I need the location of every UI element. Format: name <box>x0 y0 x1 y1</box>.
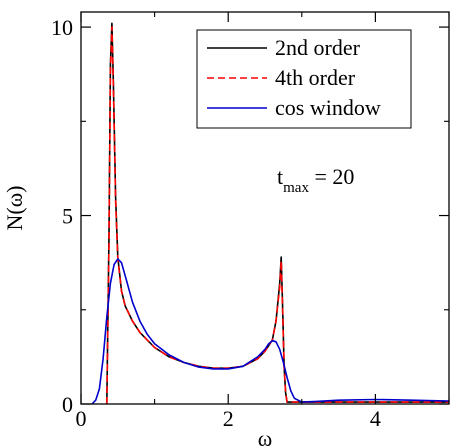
legend-label-1: 2nd order <box>275 35 361 60</box>
x-tick-label: 4 <box>370 406 381 431</box>
y-tick-label: 0 <box>62 392 73 417</box>
y-tick-label: 5 <box>62 204 73 229</box>
series-line-2 <box>106 26 449 405</box>
legend-label-3: cos window <box>275 95 381 120</box>
plot-lines <box>91 22 450 405</box>
y-axis-label: N(ω) <box>2 185 27 230</box>
axis-ticks <box>80 12 450 405</box>
annotation-main: t <box>277 164 283 189</box>
tick-labels: 0 2 4 0 5 10 <box>51 15 381 431</box>
plot-frame <box>80 11 450 405</box>
annotation-subscript: max <box>283 180 309 196</box>
y-tick-label: 10 <box>51 15 73 40</box>
tmax-annotation: tmax = 20 <box>277 164 354 196</box>
annotation-value: = 20 <box>309 164 354 189</box>
legend-box <box>196 29 412 129</box>
series-line-3 <box>91 258 450 405</box>
legend: 2nd order 4th order cos window <box>196 29 412 129</box>
x-tick-label: 2 <box>223 406 234 431</box>
legend-label-2: 4th order <box>275 65 356 90</box>
x-tick-label: 0 <box>76 406 87 431</box>
x-axis-label: ω <box>258 426 272 448</box>
